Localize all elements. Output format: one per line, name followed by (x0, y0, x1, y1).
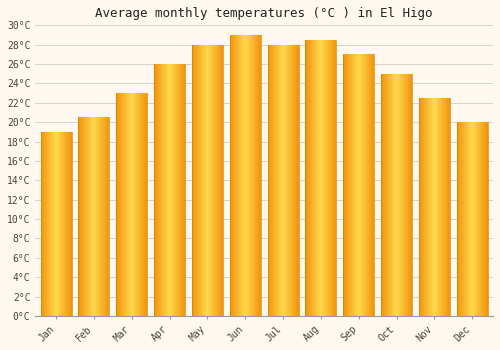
Title: Average monthly temperatures (°C ) in El Higo: Average monthly temperatures (°C ) in El… (96, 7, 433, 20)
